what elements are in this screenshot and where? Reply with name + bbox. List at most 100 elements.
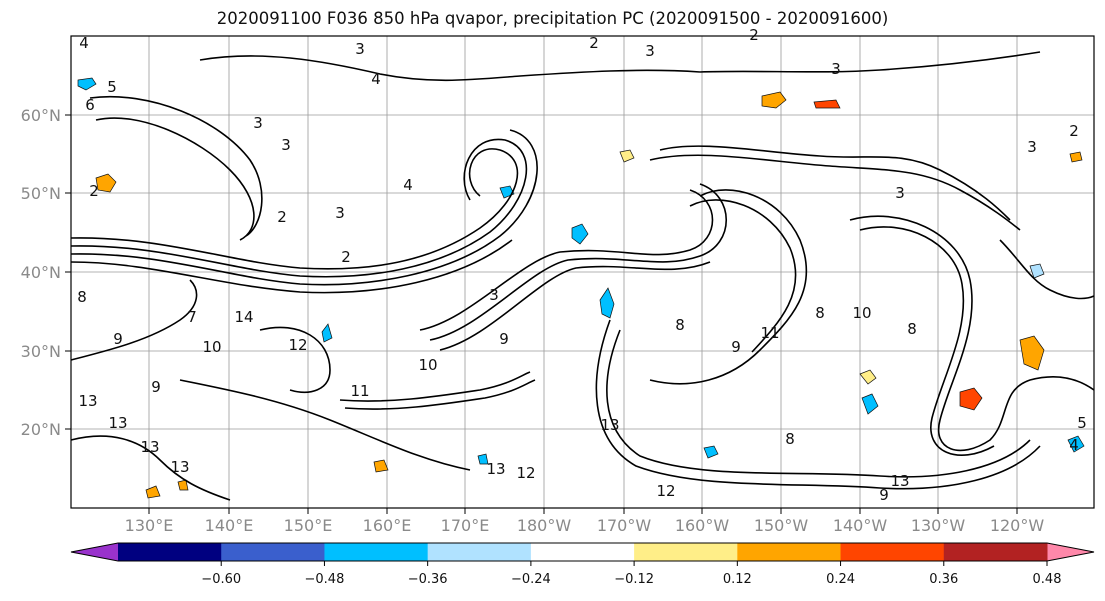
contour-label: 4 — [371, 70, 381, 88]
qvapor-contour-line — [699, 51, 1041, 73]
colorbar-segment — [737, 543, 842, 561]
lon-tick-label: 180°W — [517, 516, 572, 535]
qvapor-contour-line — [849, 215, 1095, 452]
qvapor-contour-line — [419, 189, 714, 331]
lon-tick-label: 140°W — [833, 516, 888, 535]
contour-label: 9 — [151, 378, 161, 396]
contour-label: 2 — [89, 182, 99, 200]
precip-fill-patch — [77, 77, 97, 91]
precip-fill-patch — [477, 453, 489, 465]
qvapor-contour-line — [659, 145, 1011, 221]
contour-label: 9 — [499, 330, 509, 348]
lat-tick-label: 50°N — [21, 184, 61, 203]
contour-label: 3 — [253, 114, 263, 132]
contour-label: 12 — [288, 336, 307, 354]
colorbar-extend-high — [1047, 543, 1094, 561]
qvapor-contour-line — [89, 96, 263, 237]
precip-fill-patch — [619, 149, 635, 163]
colorbar-outline — [70, 542, 1095, 562]
lon-tick-label: 160°E — [363, 516, 412, 535]
colorbar-tick-label: 0.24 — [826, 572, 855, 587]
qvapor-contour-line — [344, 379, 536, 410]
contour-label: 13 — [600, 416, 619, 434]
contour-label: 3 — [335, 204, 345, 222]
colorbar-segment — [118, 543, 222, 561]
contour-label: 6 — [85, 96, 95, 114]
precip-fill-patch — [321, 323, 333, 343]
map-title: 2020091100 F036 850 hPa qvapor, precipit… — [216, 9, 889, 28]
precip-fill-patch — [571, 223, 589, 245]
qvapor-contour-line — [439, 261, 711, 351]
contour-label: 2 — [1069, 122, 1079, 140]
contour-label: 13 — [170, 458, 189, 476]
lon-tick-label: 150°E — [284, 516, 333, 535]
qvapor-contours — [70, 51, 1095, 501]
qvapor-contour-line — [259, 326, 331, 394]
qvapor-contour-line — [339, 371, 531, 402]
precip-fill-patch — [599, 287, 615, 319]
contour-label: 2 — [589, 34, 599, 52]
precip-fill-patch — [761, 91, 787, 109]
contour-label: 3 — [1027, 138, 1037, 156]
qvapor-contour-line — [999, 239, 1095, 300]
qvapor-contour-line — [70, 435, 231, 501]
contour-label: 13 — [486, 460, 505, 478]
contour-label: 12 — [656, 482, 675, 500]
precip-fill-patch — [373, 459, 389, 473]
contour-label: 2 — [749, 26, 759, 44]
contour-label: 3 — [355, 40, 365, 58]
contour-label: 11 — [350, 382, 369, 400]
contour-label: 9 — [113, 330, 123, 348]
qvapor-contour-line — [199, 55, 701, 82]
qvapor-contour-line — [649, 189, 808, 385]
contour-label: 10 — [202, 338, 221, 356]
lon-tick-label: 130°E — [125, 516, 174, 535]
contour-label: 5 — [107, 78, 117, 96]
colorbar: −0.60 −0.48 −0.36 −0.24 −0.12 0.12 0.24 0.36 0.4… — [70, 542, 1095, 587]
colorbar-segment — [634, 543, 738, 561]
colorbar-segment — [943, 543, 1048, 561]
contour-label: 4 — [1069, 436, 1079, 454]
contour-label: 7 — [187, 308, 197, 326]
precip-fill-patch — [95, 173, 117, 193]
qvapor-contour-line — [70, 138, 528, 278]
precip-fill-patch — [1069, 151, 1083, 163]
contour-label: 2 — [341, 248, 351, 266]
lon-tick-label: 120°W — [990, 516, 1045, 535]
contour-label: 3 — [831, 60, 841, 78]
colorbar-tick-label: −0.48 — [305, 572, 345, 587]
precip-fill-patch — [177, 479, 189, 491]
lat-tick-label: 30°N — [21, 342, 61, 361]
colorbar-extend-low — [71, 543, 118, 561]
lon-tick-label: 170°W — [597, 516, 652, 535]
contour-label: 4 — [403, 176, 413, 194]
contour-label: 10 — [852, 304, 871, 322]
lon-tick-label: 150°W — [754, 516, 809, 535]
qvapor-contour-line — [70, 148, 519, 270]
qvapor-contour-line — [70, 239, 513, 294]
qvapor-contour-line — [595, 319, 1041, 490]
colorbar-tick-label: 0.36 — [929, 572, 958, 587]
contour-label: 10 — [418, 356, 437, 374]
contour-label: 12 — [516, 464, 535, 482]
precip-fill-patch — [1019, 335, 1045, 371]
colorbar-segment — [324, 543, 429, 561]
qvapor-contour-line — [429, 183, 728, 341]
lon-tick-label: 130°W — [911, 516, 966, 535]
precip-fill-patch — [813, 99, 841, 109]
contour-label: 8 — [675, 316, 685, 334]
qvapor-contour-line — [689, 199, 797, 353]
graticule — [71, 36, 1094, 508]
colorbar-tick-label: −0.12 — [614, 572, 654, 587]
precip-fill-patch — [145, 485, 161, 499]
contour-label: 3 — [281, 136, 291, 154]
contour-label: 3 — [895, 184, 905, 202]
contour-label: 13 — [890, 472, 909, 490]
qvapor-contour-line — [179, 379, 471, 471]
colorbar-tick-label: −0.24 — [511, 572, 551, 587]
precip-fill-patch — [703, 445, 719, 459]
colorbar-tick-label: 0.12 — [723, 572, 752, 587]
contour-label: 9 — [879, 486, 889, 504]
precip-fills — [77, 77, 1085, 499]
qvapor-contour-line — [70, 279, 198, 361]
